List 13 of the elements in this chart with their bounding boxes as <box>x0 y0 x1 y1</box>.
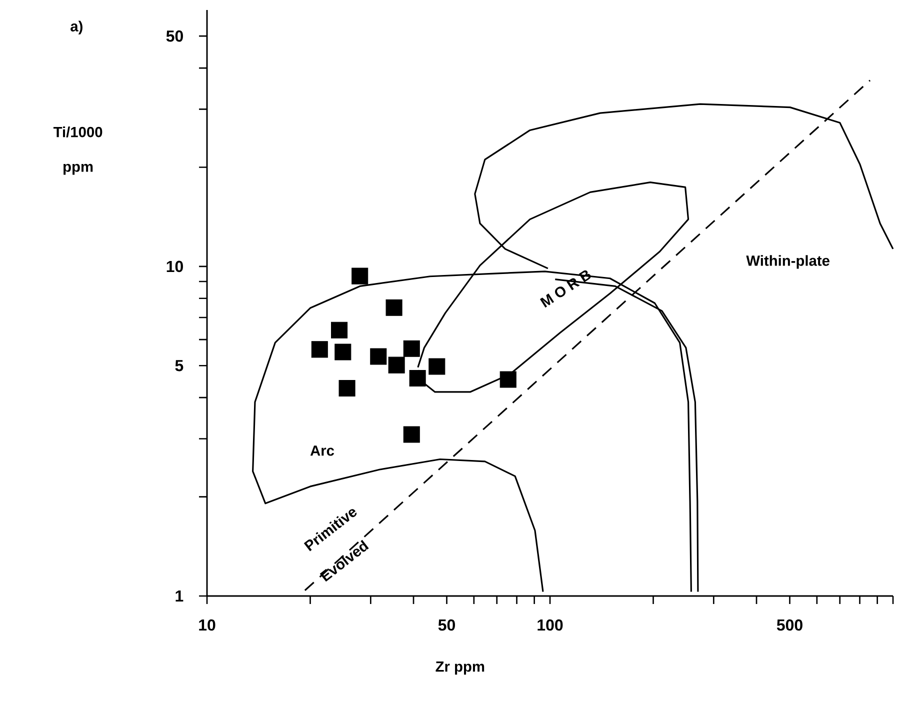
x-tick-label: 500 <box>776 619 802 631</box>
text: a) <box>70 20 82 34</box>
y-tick-label: 10 <box>166 260 183 272</box>
y-tick-label: 5 <box>175 360 184 372</box>
y-tick-label: 1 <box>176 590 184 602</box>
annotation: Arc <box>310 446 334 456</box>
x-tick-label: 10 <box>199 619 216 631</box>
x-axis-title: Zr ppm <box>436 662 484 675</box>
x-tick-label: 100 <box>538 619 563 631</box>
text: Ti/1000 ppm <box>53 126 102 175</box>
y-tick-label: 50 <box>166 30 183 42</box>
x-tick-label: 50 <box>438 619 455 631</box>
annotation: Within-plate <box>746 255 830 269</box>
